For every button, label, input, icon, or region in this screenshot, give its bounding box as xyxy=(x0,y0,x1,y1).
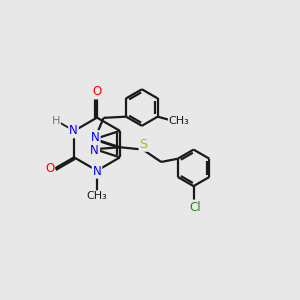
Text: CH₃: CH₃ xyxy=(87,191,107,201)
Text: O: O xyxy=(92,85,102,98)
Text: N: N xyxy=(93,165,101,178)
Text: N: N xyxy=(69,124,78,137)
Text: S: S xyxy=(140,138,148,151)
Text: H: H xyxy=(52,116,60,126)
Text: Cl: Cl xyxy=(189,200,201,214)
Text: CH₃: CH₃ xyxy=(169,116,190,126)
Text: O: O xyxy=(45,162,54,175)
Text: N: N xyxy=(90,144,99,157)
Text: N: N xyxy=(91,131,100,144)
